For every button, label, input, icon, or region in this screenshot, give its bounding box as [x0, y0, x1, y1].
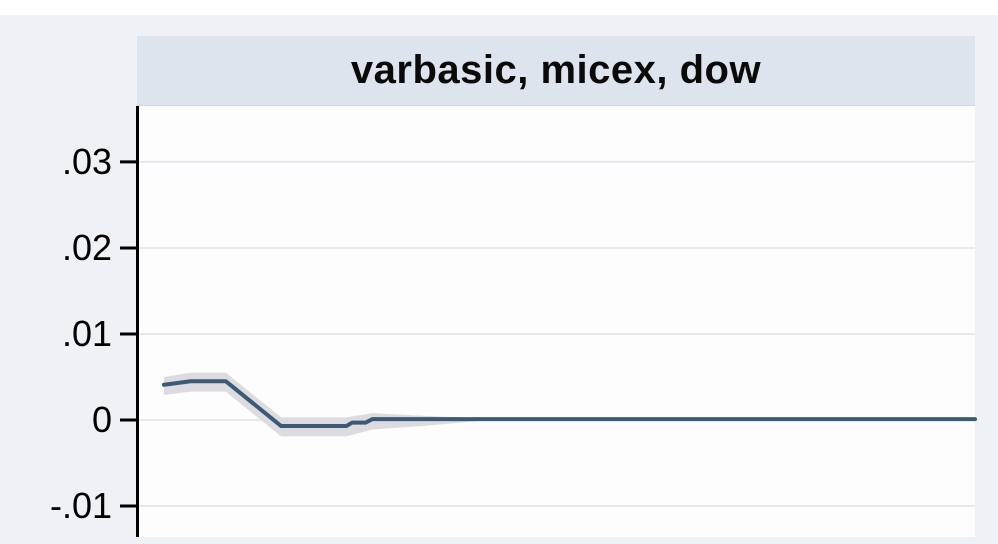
plot-background: [138, 106, 975, 537]
chart-title-band: varbasic, micex, dow: [137, 36, 975, 107]
impulse-response-line: [161, 379, 977, 429]
chart-title: varbasic, micex, dow: [350, 48, 762, 92]
